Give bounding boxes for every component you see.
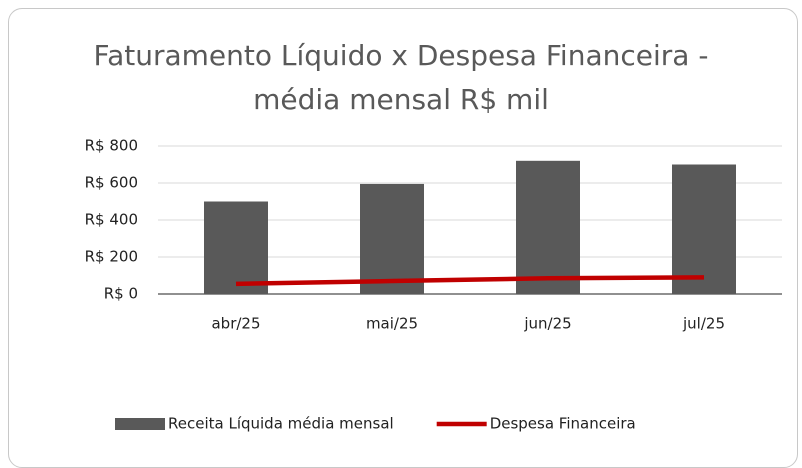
bar xyxy=(360,183,424,294)
bar xyxy=(516,160,580,294)
bar xyxy=(204,201,268,294)
y-tick-label: R$ 800 xyxy=(85,137,138,155)
y-tick-label: R$ 400 xyxy=(85,211,138,229)
chart-title: Faturamento Líquido x Despesa Financeira… xyxy=(93,39,709,116)
legend-label: Despesa Financeira xyxy=(490,415,636,433)
x-tick-label: abr/25 xyxy=(211,315,260,333)
y-tick-label: R$ 600 xyxy=(85,174,138,192)
x-tick-label: mai/25 xyxy=(366,315,418,333)
bar xyxy=(672,164,736,294)
x-tick-label: jun/25 xyxy=(523,315,571,333)
legend-label: Receita Líquida média mensal xyxy=(168,415,394,433)
x-tick-label: jul/25 xyxy=(682,315,725,333)
legend-swatch xyxy=(115,418,165,430)
line xyxy=(235,275,705,287)
chart: R$ 0 R$ 200 R$ 400 R$ 600 R$ 800 abr/25 mai/25… xyxy=(85,137,782,433)
y-tick-label: R$ 0 xyxy=(104,285,138,303)
page: {"chart_data": {"type": "bar", "title": … xyxy=(8,8,798,468)
y-tick-label: R$ 200 xyxy=(85,248,138,266)
